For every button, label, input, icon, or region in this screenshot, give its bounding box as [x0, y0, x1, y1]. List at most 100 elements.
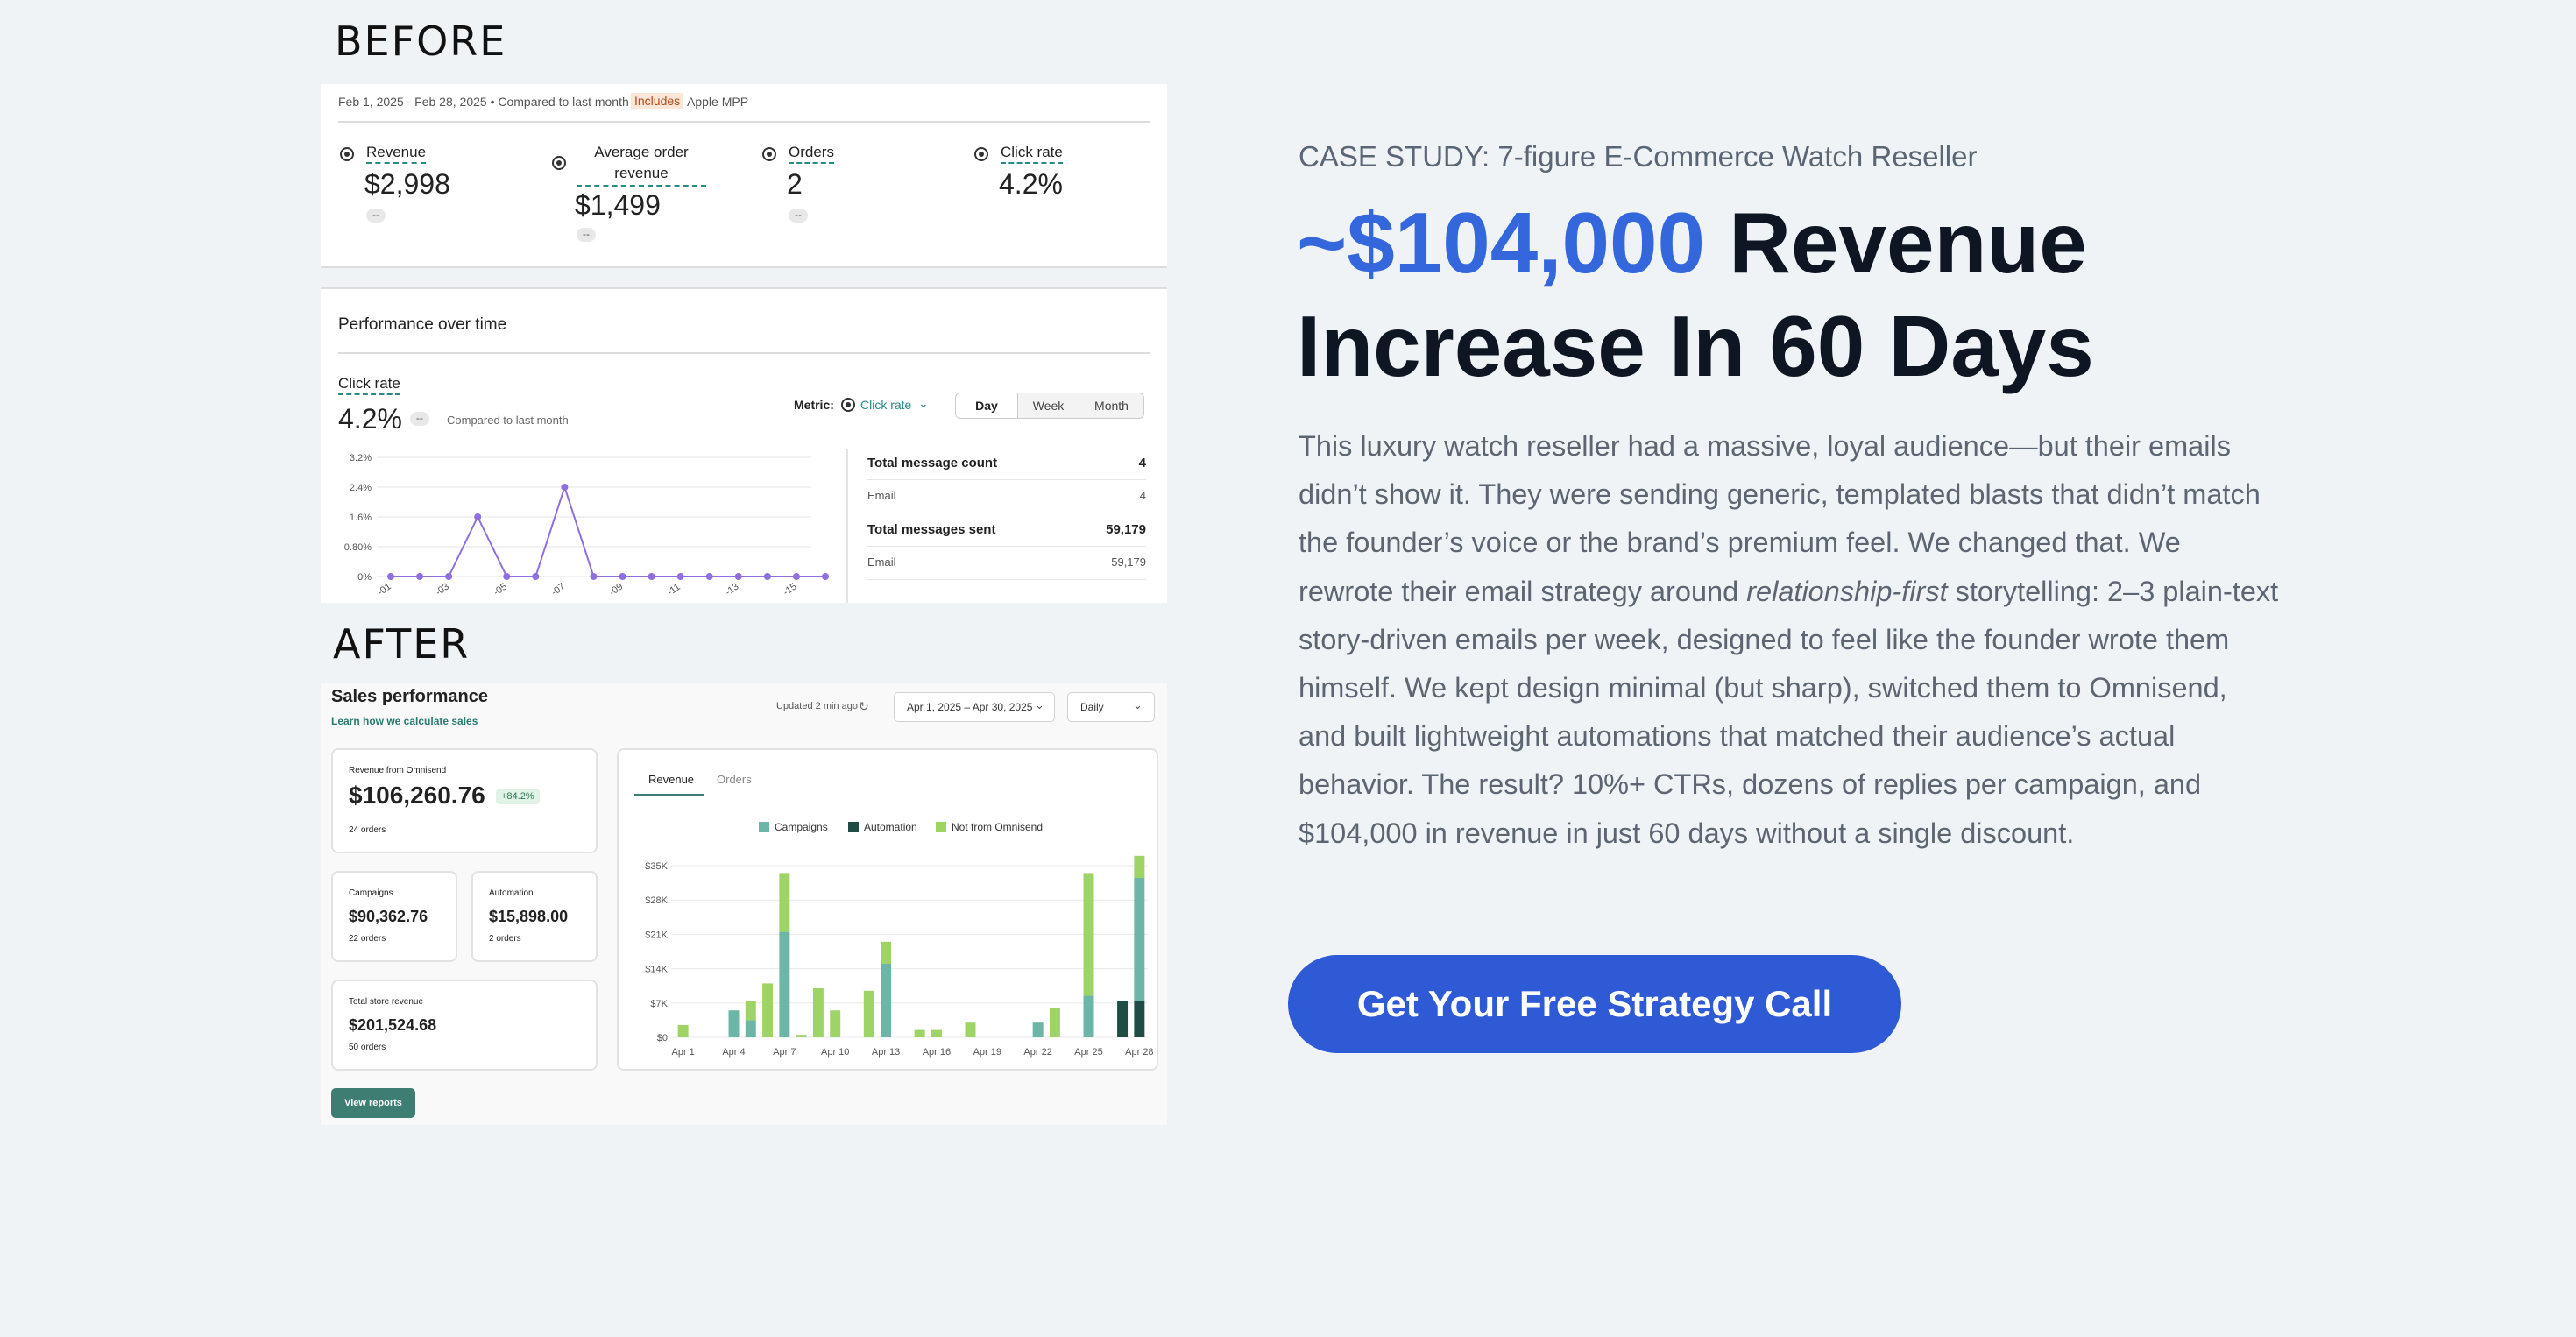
view-reports-button[interactable]: View reports — [331, 1088, 415, 1118]
metric-label-orders[interactable]: Orders — [789, 144, 834, 164]
revenue-label: Revenue from Omnisend — [349, 766, 447, 775]
bar — [1117, 1001, 1129, 1037]
change-chip: -- — [789, 209, 808, 223]
body-text-1: This luxury watch reseller had a massive… — [1299, 430, 2261, 607]
y-tick-label: 2.4% — [350, 483, 372, 493]
headline-rest: Revenue Increase In 60 Days — [1297, 195, 2094, 394]
table-cell-label: Email — [867, 489, 896, 502]
bar — [863, 990, 874, 1037]
y-tick-label: 0% — [357, 572, 372, 583]
toggle-week[interactable]: Week — [1017, 393, 1079, 418]
period-value: Daily — [1080, 701, 1104, 713]
chevron-down-icon[interactable]: ⌄ — [918, 396, 929, 410]
legend-swatch — [936, 822, 946, 832]
before-label: BEFORE — [335, 18, 507, 65]
mailchimp-icon — [340, 147, 354, 161]
metric-label-revenue[interactable]: Revenue — [366, 144, 427, 164]
y-tick-label: 0.80% — [344, 542, 372, 553]
chevron-down-icon: ⌄ — [1035, 698, 1044, 711]
strategy-call-button[interactable]: Get Your Free Strategy Call — [1288, 955, 1901, 1053]
click-rate-label[interactable]: Click rate — [338, 375, 400, 395]
bar — [1134, 878, 1145, 1001]
headline: ~$104,000 Revenue Increase In 60 Days — [1297, 191, 2436, 398]
table-cell-value: 4 — [1139, 489, 1146, 502]
learn-link[interactable]: Learn how we calculate sales — [331, 715, 478, 727]
tab-orders[interactable]: Orders — [717, 773, 752, 786]
bar — [881, 964, 892, 1037]
change-chip: -- — [577, 228, 596, 242]
toggle-month[interactable]: Month — [1079, 393, 1143, 418]
data-point — [734, 573, 742, 580]
bar — [796, 1035, 807, 1037]
after-label: AFTER — [333, 620, 471, 668]
data-point — [676, 573, 684, 580]
bar — [830, 1010, 841, 1037]
active-tab-indicator — [634, 794, 704, 796]
table-cell-label: Total messages sent — [867, 522, 996, 537]
body-text-italic: relationship-first — [1746, 575, 1948, 607]
refresh-icon[interactable]: ↻ — [859, 699, 869, 713]
metric-selector[interactable]: Click rate — [860, 398, 912, 412]
x-tick-label: Apr 22 — [1023, 1047, 1051, 1058]
compared-text: Compared to last month — [447, 414, 569, 427]
table-cell-value: 59,179 — [1111, 555, 1146, 569]
data-point — [792, 573, 800, 580]
y-tick-label: $14K — [645, 965, 668, 975]
after-report-screenshot: Sales performance Learn how we calculate… — [321, 683, 1167, 1125]
metric-value-orders: 2 — [787, 168, 803, 200]
metric-selector-label: Metric: — [794, 398, 834, 412]
bar — [1032, 1022, 1044, 1037]
campaigns-card: Campaigns $90,362.76 22 orders — [331, 871, 457, 962]
bar — [762, 983, 774, 1037]
tab-revenue[interactable]: Revenue — [648, 773, 695, 786]
store-value: $201,524.68 — [349, 1016, 437, 1034]
x-tick-label: Apr 25 — [1074, 1047, 1102, 1058]
divider — [338, 352, 1150, 354]
data-point — [503, 573, 511, 580]
mailchimp-icon — [552, 156, 566, 170]
metric-label-click-rate[interactable]: Click rate — [1001, 144, 1063, 164]
apple-mpp: Apple MPP — [687, 95, 749, 109]
bar — [1083, 873, 1094, 996]
legend-swatch — [759, 822, 769, 832]
bar — [745, 1020, 756, 1037]
sales-title: Sales performance — [331, 687, 488, 706]
bar — [779, 931, 790, 1037]
before-report-screenshot: Feb 1, 2025 - Feb 28, 2025 • Compared to… — [321, 84, 1167, 603]
divider — [846, 449, 848, 603]
x-tick-label: -05 — [492, 582, 509, 598]
legend-label: Not from Omnisend — [952, 821, 1043, 833]
y-tick-label: $35K — [645, 861, 668, 872]
bar — [965, 1022, 976, 1037]
message-stats-table: Total message count 4 Email 4 Total messages… — [867, 447, 1146, 580]
metric-label-aov[interactable]: Average order revenue — [577, 142, 706, 187]
chevron-down-icon: ⌄ — [1133, 698, 1143, 711]
x-tick-label: Apr 4 — [722, 1047, 745, 1058]
case-study-description: This luxury watch reseller had a massive… — [1299, 422, 2280, 858]
bar — [812, 988, 824, 1037]
headline-accent: ~$104,000 — [1297, 195, 1705, 291]
mailchimp-icon — [841, 398, 855, 412]
legend-swatch — [848, 822, 859, 832]
data-point — [590, 573, 598, 580]
x-tick-label: -07 — [549, 582, 567, 598]
body-text-2: storytelling: 2–3 plain-text story-drive… — [1299, 575, 2279, 849]
data-point — [532, 573, 540, 580]
bar — [779, 873, 790, 932]
data-point — [474, 513, 482, 520]
y-tick-label: $0 — [657, 1033, 668, 1043]
period-select[interactable]: Daily ⌄ — [1067, 692, 1155, 722]
x-tick-label: Apr 1 — [671, 1047, 694, 1058]
bar — [1134, 1001, 1145, 1037]
metric-value-revenue: $2,998 — [364, 168, 450, 200]
data-point — [416, 573, 424, 580]
automation-label: Automation — [489, 888, 534, 898]
toggle-day[interactable]: Day — [956, 393, 1017, 418]
legend-label: Automation — [864, 821, 917, 833]
automation-value: $15,898.00 — [489, 908, 569, 925]
campaigns-label: Campaigns — [349, 888, 393, 898]
date-range-select[interactable]: Apr 1, 2025 – Apr 30, 2025 ⌄ — [894, 692, 1055, 722]
table-row: Total messages sent 59,179 — [867, 513, 1146, 547]
series-line — [391, 484, 825, 577]
click-rate-line-chart: 3.2% 2.4% 1.6% 0.80% 0% -01 -03 -05 -07 -09 -11 -13… — [344, 453, 829, 598]
